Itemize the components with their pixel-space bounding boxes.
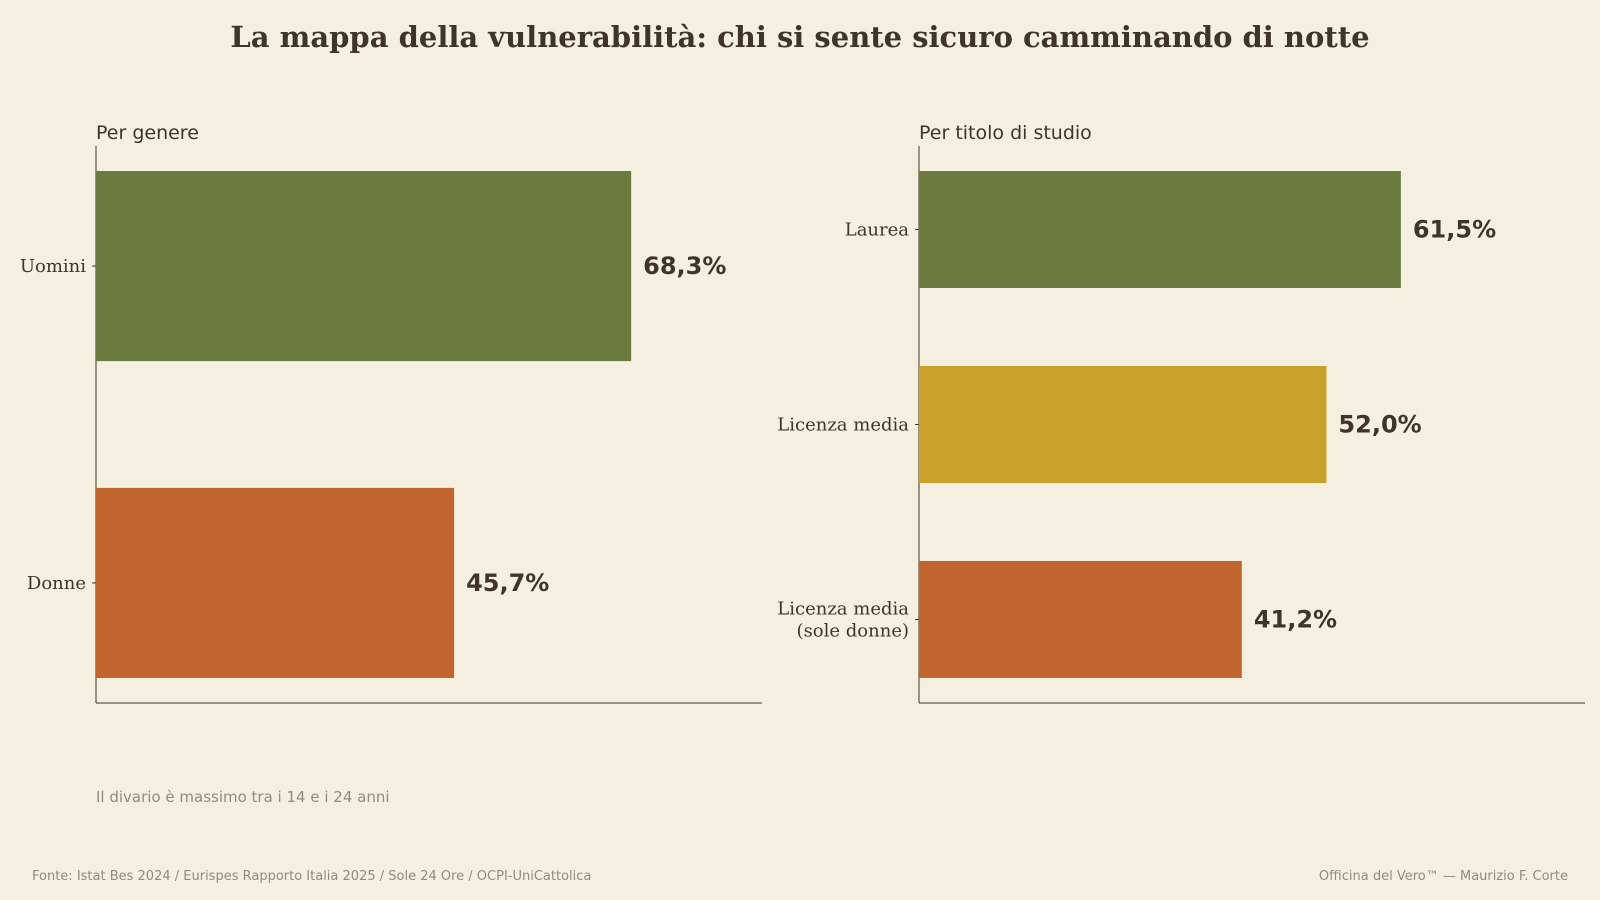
bar — [96, 487, 455, 678]
category-label: Laurea — [845, 220, 910, 241]
value-label: 52,0% — [1338, 411, 1421, 439]
value-label: 68,3% — [643, 252, 726, 280]
bar — [919, 171, 1401, 288]
credit-footer: Officina del Vero™ — Maurizio F. Corte — [1318, 869, 1568, 884]
value-label: 61,5% — [1413, 216, 1496, 244]
category-label: Licenza media (sole donne) — [777, 599, 909, 642]
bar — [96, 171, 632, 362]
panel-title: Per titolo di studio — [919, 122, 1092, 144]
bar — [919, 366, 1327, 483]
category-label: Licenza media — [777, 415, 909, 436]
category-label: Uomini — [20, 256, 86, 277]
category-label: Donne — [27, 573, 86, 594]
chart-title: La mappa della vulnerabilità: chi si sen… — [230, 20, 1370, 54]
bar — [919, 561, 1242, 678]
source-footer: Fonte: Istat Bes 2024 / Eurispes Rapport… — [32, 869, 592, 884]
chart-note: Il divario è massimo tra i 14 e i 24 ann… — [96, 788, 390, 806]
value-label: 41,2% — [1254, 606, 1337, 634]
panel-title: Per genere — [96, 122, 199, 144]
value-label: 45,7% — [466, 569, 549, 597]
